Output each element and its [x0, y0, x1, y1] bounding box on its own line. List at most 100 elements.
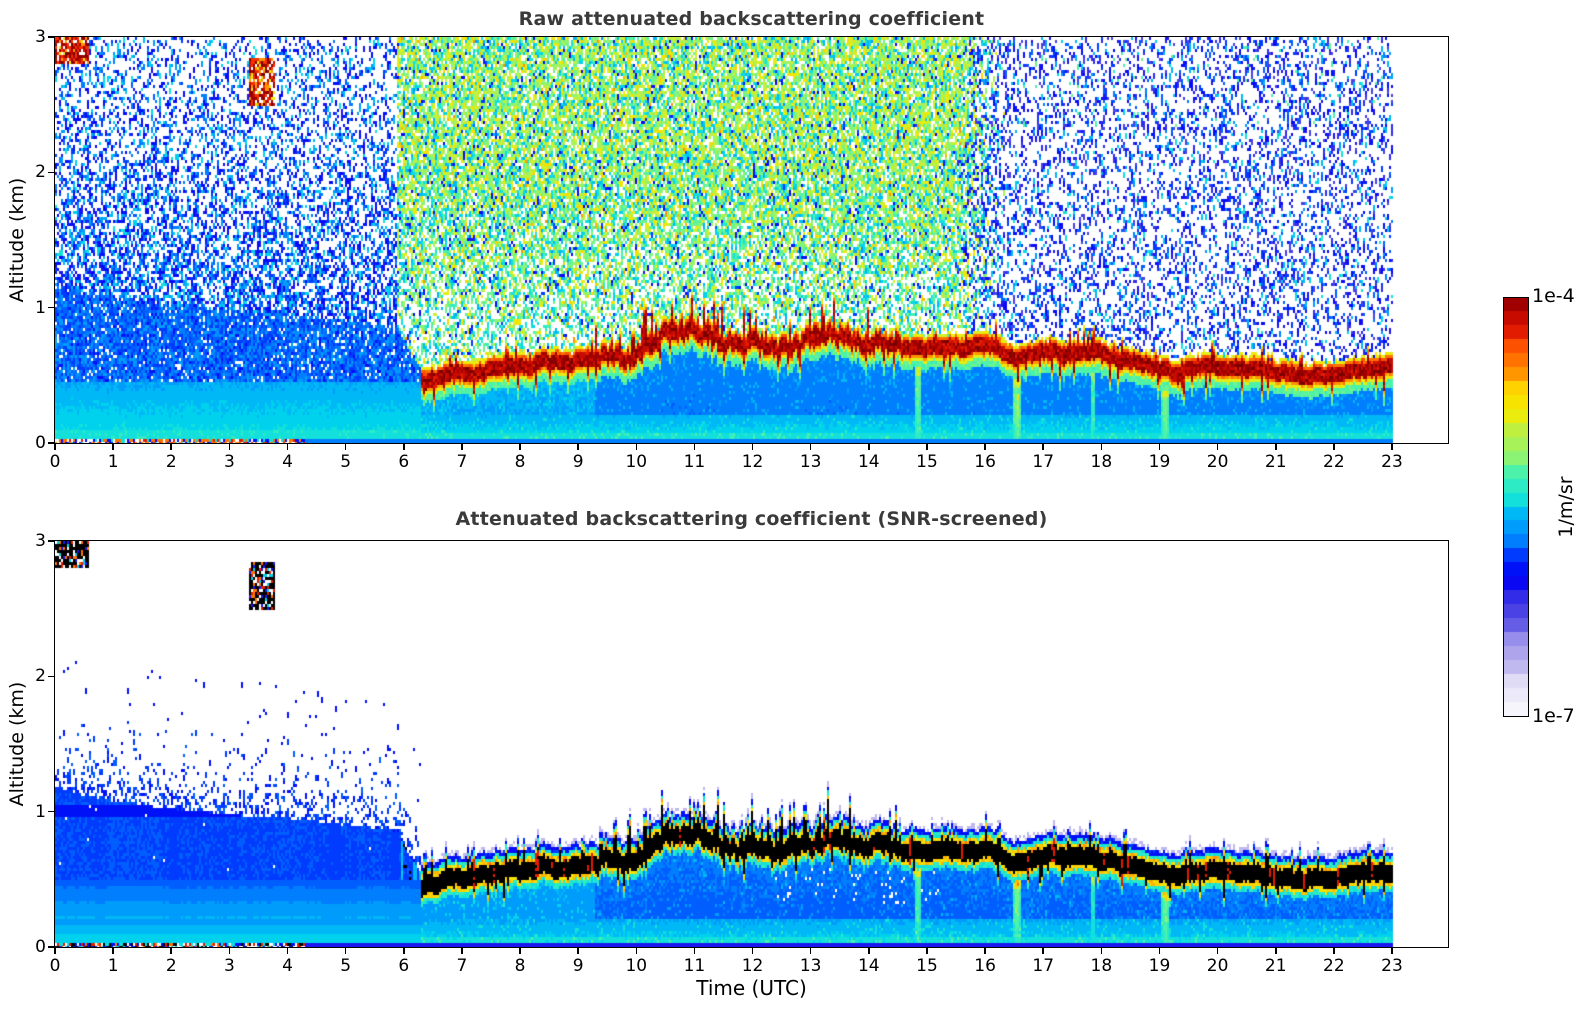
x-tickmark: [751, 443, 754, 450]
x-tick-label: 22: [1323, 956, 1345, 976]
raw-y-axis-label: Altitude (km): [6, 177, 28, 303]
x-tick-label: 15: [916, 452, 938, 472]
y-tickmark: [48, 442, 55, 444]
x-tick-label: 6: [398, 452, 410, 472]
x-tick-label: 20: [1206, 452, 1229, 472]
x-tick-label: 11: [683, 452, 706, 472]
x-tickmark: [868, 947, 870, 954]
x-tickmark: [519, 947, 521, 954]
x-tickmark: [1158, 443, 1161, 450]
x-tickmark: [984, 443, 986, 450]
x-tickmark: [402, 947, 405, 954]
x-tickmark: [54, 443, 56, 450]
y-tickmark: [48, 810, 55, 813]
x-tickmark: [1274, 947, 1277, 954]
x-tick-label: 1: [107, 956, 119, 976]
y-tick-label: 1: [35, 801, 46, 822]
x-tick-label: 9: [572, 956, 584, 976]
x-tickmark: [809, 947, 812, 954]
x-tickmark: [286, 947, 289, 954]
x-tick-label: 0: [49, 956, 61, 976]
x-tickmark: [1333, 947, 1335, 954]
x-tick-label: 11: [683, 956, 706, 976]
x-tick-label: 8: [514, 956, 526, 976]
x-tickmark: [577, 443, 579, 450]
x-tick-label: 22: [1323, 452, 1345, 472]
x-tickmark: [1100, 443, 1103, 450]
y-tickmark: [48, 540, 55, 542]
x-tickmark: [1216, 947, 1219, 954]
x-tickmark: [1216, 443, 1219, 450]
x-tick-label: 15: [916, 956, 938, 976]
x-tickmark: [1391, 947, 1393, 954]
x-tickmark: [228, 443, 231, 450]
x-tickmark: [402, 443, 405, 450]
y-tick-label: 3: [35, 27, 46, 47]
x-tick-label: 13: [799, 956, 822, 976]
x-tick-label: 18: [1090, 452, 1113, 472]
x-tick-label: 4: [282, 956, 293, 976]
screened-heatmap-canvas: [55, 541, 1448, 947]
x-tick-label: 23: [1381, 452, 1403, 472]
colorbar: [1503, 297, 1529, 717]
x-tickmark: [577, 947, 579, 954]
x-tick-label: 1: [107, 452, 119, 472]
colorbar-min-label: 1e-7: [1532, 705, 1575, 727]
x-tick-label: 9: [572, 452, 584, 472]
x-tickmark: [868, 443, 870, 450]
y-tickmark: [48, 946, 55, 948]
y-tick-label: 0: [35, 433, 46, 453]
x-tick-label: 5: [340, 956, 352, 976]
y-tickmark: [48, 36, 55, 38]
x-tick-label: 18: [1090, 956, 1113, 976]
y-tick-label: 2: [35, 666, 46, 687]
x-tickmark: [751, 947, 754, 954]
x-tickmark: [344, 443, 347, 450]
colorbar-max-label: 1e-4: [1532, 285, 1575, 307]
x-tickmark: [635, 443, 638, 450]
x-tick-label: 4: [282, 452, 293, 472]
x-tick-label: 3: [223, 956, 235, 976]
x-tickmark: [112, 443, 114, 450]
x-tick-label: 12: [741, 956, 764, 976]
x-tick-label: 10: [625, 452, 648, 472]
x-tick-label: 8: [514, 452, 526, 472]
x-tick-label: 21: [1264, 956, 1287, 976]
y-tickmark: [48, 675, 55, 678]
raw-panel-title: Raw attenuated backscattering coefficien…: [518, 8, 985, 30]
x-tickmark: [1158, 947, 1161, 954]
raw-heatmap-canvas: [55, 37, 1448, 443]
x-tick-label: 14: [857, 452, 880, 472]
x-axis-label: Time (UTC): [696, 976, 807, 1000]
x-tick-label: 2: [165, 956, 177, 976]
x-tickmark: [170, 947, 173, 954]
x-tickmark: [519, 443, 521, 450]
x-tickmark: [170, 443, 173, 450]
x-tickmark: [926, 443, 928, 450]
y-tick-label: 2: [35, 162, 46, 183]
x-tick-label: 21: [1264, 452, 1287, 472]
x-tick-label: 20: [1206, 956, 1229, 976]
x-tick-label: 16: [974, 956, 996, 976]
screened-panel-title: Attenuated backscattering coefficient (S…: [455, 508, 1048, 530]
x-tickmark: [228, 947, 231, 954]
x-tick-label: 7: [456, 452, 468, 472]
x-tick-label: 23: [1381, 956, 1403, 976]
x-tick-label: 0: [49, 452, 61, 472]
x-tick-label: 19: [1148, 452, 1171, 472]
x-tickmark: [809, 443, 812, 450]
x-tick-label: 17: [1032, 452, 1055, 472]
x-tick-label: 5: [340, 452, 352, 472]
x-tick-label: 3: [223, 452, 235, 472]
x-tick-label: 6: [398, 956, 410, 976]
x-tickmark: [1042, 947, 1044, 954]
screened-y-axis-label: Altitude (km): [6, 681, 28, 807]
x-tick-label: 7: [456, 956, 468, 976]
x-tickmark: [1333, 443, 1335, 450]
x-tickmark: [286, 443, 289, 450]
x-tick-label: 10: [625, 956, 648, 976]
x-tickmark: [344, 947, 347, 954]
x-tickmark: [984, 947, 986, 954]
x-tickmark: [1274, 443, 1277, 450]
